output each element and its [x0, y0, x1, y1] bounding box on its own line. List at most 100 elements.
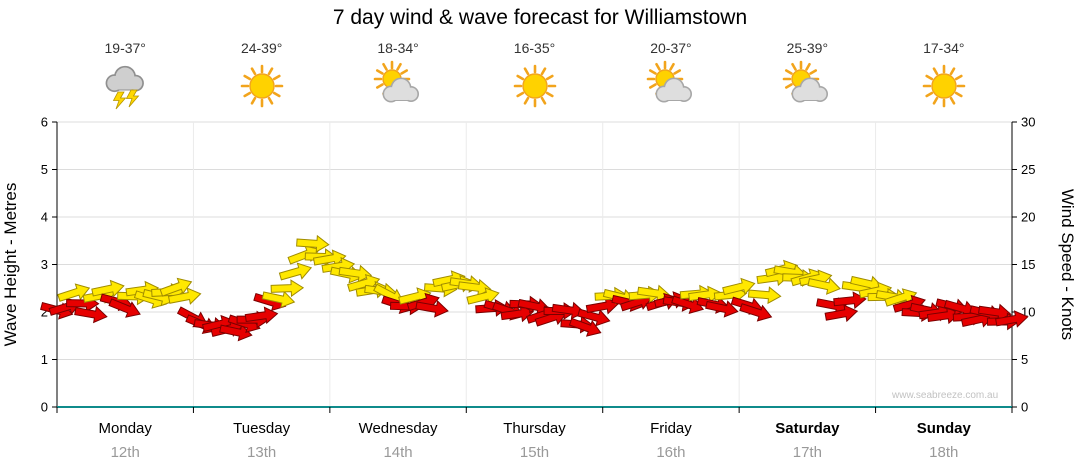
sun-ray	[272, 91, 281, 98]
temp-range: 24-39°	[240, 40, 283, 56]
sun-ray	[523, 96, 529, 105]
day-footer-friday: Friday 16th	[601, 420, 741, 461]
partly-cloudy-icon	[783, 60, 829, 103]
day-footer-sunday: Sunday 18th	[874, 420, 1014, 461]
wind-arrow	[244, 306, 279, 325]
lightning-bolt-icon	[126, 89, 140, 108]
day-label: Tuesday	[233, 420, 291, 437]
partly-cloudy-icon	[646, 60, 692, 103]
left-tick-label: 0	[41, 400, 48, 415]
sun-ray	[272, 74, 281, 81]
right-tick-label: 15	[1021, 257, 1035, 272]
sun-ray	[523, 67, 529, 76]
sun-ray	[396, 62, 402, 71]
weather-icon-holder	[336, 60, 460, 114]
left-tick-label: 4	[41, 210, 48, 225]
wind-arrow	[219, 323, 253, 342]
wind-arrow	[671, 295, 705, 314]
day-header-monday: 19-37°	[63, 40, 187, 114]
sun-ray	[515, 74, 524, 81]
temp-range: 20-37°	[650, 40, 692, 56]
day-date: 17th	[792, 444, 822, 461]
sun-ray	[925, 91, 933, 98]
sunny-icon	[922, 64, 966, 108]
wind-arrow	[74, 305, 108, 324]
sun-ray	[785, 69, 794, 75]
sun-ray	[655, 62, 661, 71]
sun-ray	[809, 69, 818, 75]
sun-core	[521, 73, 548, 99]
temp-range: 16-35°	[513, 40, 556, 56]
day-header-tuesday: 24-39°	[200, 40, 324, 114]
chart-title: 7 day wind & wave forecast for Williamst…	[332, 6, 748, 29]
sun-core	[248, 73, 275, 99]
sun-ray	[791, 62, 798, 71]
left-tick-label: 2	[41, 305, 48, 320]
sun-ray	[382, 62, 388, 71]
sun-ray	[376, 83, 384, 89]
right-tick-label: 30	[1021, 115, 1035, 130]
right-axis-title: Wind Speed - Knots	[1058, 189, 1077, 340]
wind-arrow	[995, 310, 1029, 328]
sun-ray	[400, 69, 409, 75]
sun-ray	[515, 91, 524, 98]
sun-ray	[267, 96, 273, 105]
sun-ray	[540, 67, 546, 76]
gridlines	[57, 121, 1012, 407]
day-date: 18th	[929, 444, 959, 461]
day-header-friday: 20-37°	[609, 40, 733, 114]
wind-arrow	[108, 298, 141, 318]
left-axis-title: Wave Height - Metres	[1, 183, 20, 347]
temp-range: 19-37°	[104, 40, 146, 56]
sun-ray	[673, 69, 681, 75]
weather-icon-holder	[473, 60, 597, 114]
sun-ray	[243, 91, 251, 98]
sun-ray	[932, 67, 939, 76]
left-tick-label: 1	[41, 352, 48, 367]
wind-arrow	[739, 303, 773, 322]
day-date: 12th	[110, 444, 140, 461]
wind-arrow	[270, 279, 305, 298]
weather-icon-holder	[882, 60, 1006, 114]
day-footer-monday: Monday 12th	[55, 420, 195, 461]
sun-ray	[925, 74, 933, 81]
sun-ray	[376, 69, 384, 75]
wind-arrow	[312, 249, 347, 267]
temp-range: 18-34°	[377, 40, 419, 56]
wind-arrow	[722, 277, 756, 296]
day-label: Wednesday	[358, 420, 438, 437]
sun-ray	[545, 74, 554, 81]
sun-ray	[669, 62, 675, 71]
day-label: Sunday	[916, 420, 971, 437]
weather-icon-holder	[63, 60, 187, 114]
day-date: 14th	[383, 444, 413, 461]
wind-arrow	[167, 287, 202, 305]
wind-arrow	[824, 304, 859, 323]
sun-ray	[243, 74, 251, 81]
wind-arrow	[833, 291, 867, 310]
day-footer-tuesday: Tuesday 13th	[192, 420, 332, 461]
sun-ray	[949, 67, 956, 76]
sun-ray	[954, 91, 963, 98]
day-date: 16th	[656, 444, 686, 461]
left-tick-label: 6	[41, 115, 48, 130]
lightning-bolt-icon	[113, 91, 127, 110]
sun-ray	[545, 91, 554, 98]
wind-arrow	[338, 264, 373, 283]
wind-arrow	[585, 296, 620, 315]
wind-arrow	[705, 300, 739, 318]
sun-ray	[250, 67, 256, 76]
sun-ray	[785, 83, 794, 89]
wind-arrow	[278, 262, 313, 281]
wind-arrow	[807, 277, 841, 295]
sun-ray	[805, 62, 812, 71]
sun-ray	[932, 96, 939, 105]
sun-ray	[648, 69, 657, 75]
day-header-thursday: 16-35°	[473, 40, 597, 114]
sun-ray	[267, 67, 273, 76]
sun-ray	[648, 83, 657, 89]
temp-range: 25-39°	[786, 40, 829, 56]
sun-ray	[250, 96, 256, 105]
temp-range: 17-34°	[923, 40, 965, 56]
